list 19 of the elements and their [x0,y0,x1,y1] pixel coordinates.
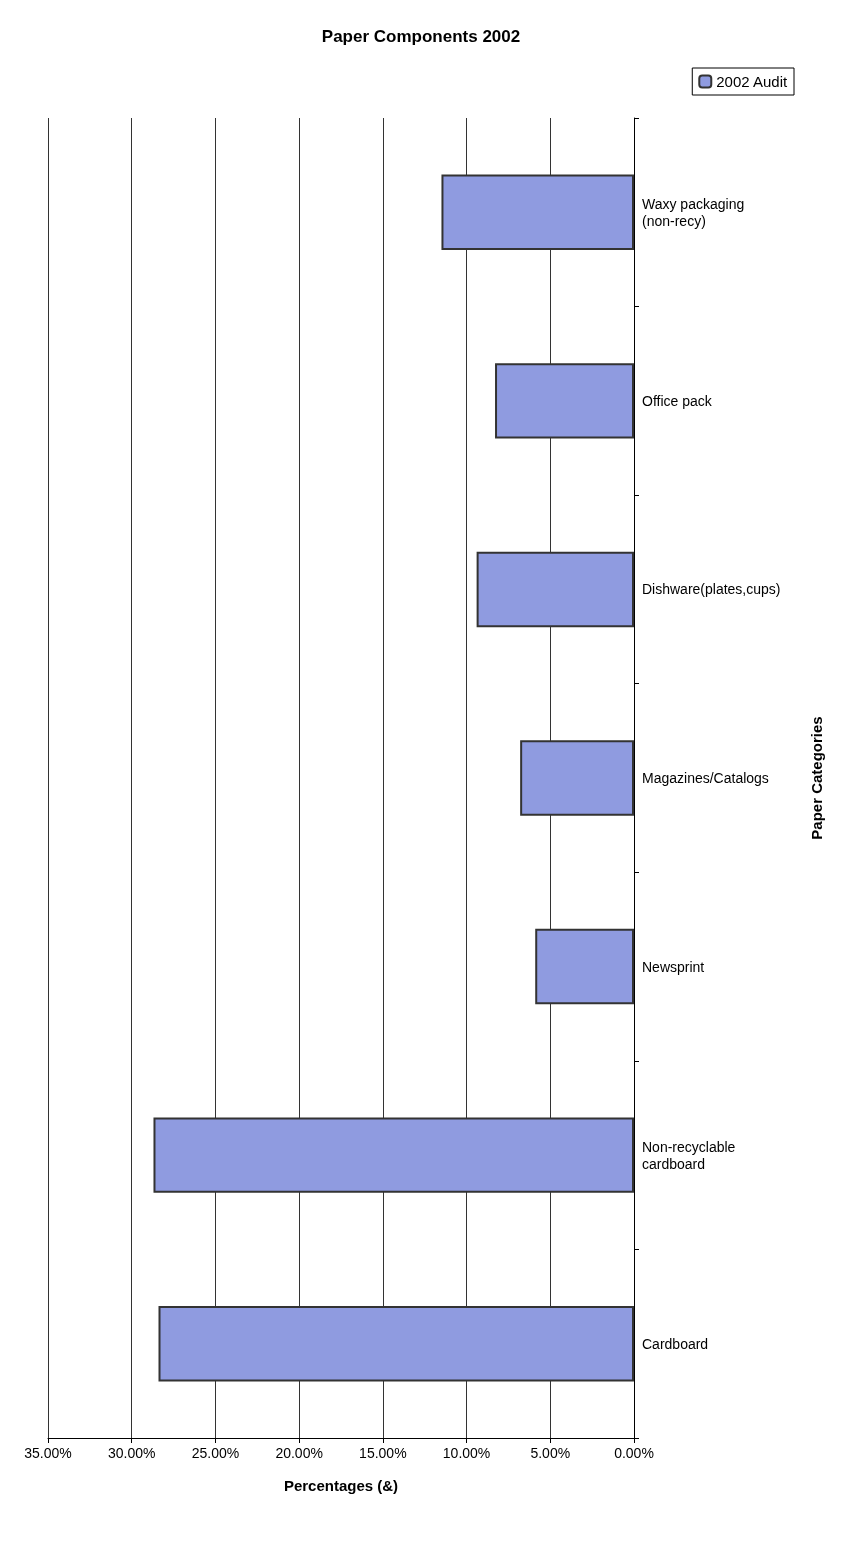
x-tick-label: 30.00% [107,1445,156,1461]
y-tick-label: Cardboard [642,1335,709,1352]
x-axis-title: Percentages (&) [283,1477,399,1494]
x-tick-label: 15.00% [359,1445,407,1461]
y-tick-label: Dishware(plates,cups) [642,581,781,598]
x-tick-label: 20.00% [275,1445,323,1461]
x-tick-label: 10.00% [442,1445,491,1461]
y-tick-label: Waxy packaging (non-recy) [642,195,745,229]
x-tick-label: 35.00% [24,1445,72,1461]
legend-label: 2002 Audit [716,73,788,90]
y-tick-label: Office pack [642,392,713,409]
x-tick-label: 5.00% [530,1445,571,1461]
y-tick-label: Non-recyclable cardboard [642,1138,736,1172]
y-axis-title: Paper Categories [808,716,825,840]
y-tick-label: Magazines/Catalogs [642,770,769,786]
x-tick-label: 0.00% [614,1445,654,1461]
chart-title: Paper Components 2002 [321,27,521,46]
x-tick-label: 25.00% [191,1445,240,1461]
y-tick-label: Newsprint [642,958,705,975]
